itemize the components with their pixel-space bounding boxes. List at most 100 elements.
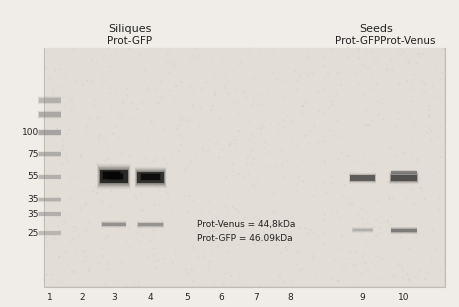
Point [422,276,429,281]
Point [293,87,301,92]
Point [343,154,350,159]
Point [321,76,328,81]
Point [403,79,411,84]
Point [153,155,160,160]
Point [397,47,404,52]
Point [398,150,406,155]
Point [395,81,403,86]
Point [101,171,109,176]
Point [100,80,107,84]
Point [207,251,215,256]
Point [210,283,218,288]
Point [364,123,372,128]
Point [392,180,399,185]
Point [361,123,369,128]
Point [280,118,287,122]
Point [228,188,235,193]
Point [321,212,329,217]
Point [321,242,328,247]
Point [418,186,425,191]
Point [177,116,185,121]
Point [178,118,185,122]
Point [231,99,238,104]
Point [132,196,140,200]
Point [415,269,423,274]
Point [391,211,398,216]
Point [246,152,253,157]
Point [118,151,125,156]
Point [102,267,110,272]
Point [410,123,417,128]
Point [50,92,57,97]
Point [165,196,172,201]
Point [58,107,65,112]
Point [90,189,97,194]
Point [196,123,203,128]
Point [374,81,381,86]
Point [269,279,276,284]
Point [253,180,260,185]
Point [250,98,257,103]
Point [307,227,314,232]
FancyBboxPatch shape [98,167,129,186]
Point [137,239,144,244]
Point [185,117,192,122]
Point [384,180,392,185]
Point [277,251,285,255]
Point [225,269,233,274]
Point [281,95,288,100]
Point [139,174,146,179]
Point [265,283,272,288]
Point [258,238,265,243]
Point [314,234,322,239]
Text: Prot-Venus = 44,8kDa
Prot-GFP = 46.09kDa: Prot-Venus = 44,8kDa Prot-GFP = 46.09kDa [197,220,296,243]
Point [257,92,265,97]
Point [260,165,268,170]
Point [276,273,283,278]
Point [76,234,83,239]
FancyBboxPatch shape [39,231,61,235]
FancyBboxPatch shape [103,172,120,179]
Point [116,135,123,140]
Point [376,276,384,281]
Point [63,156,70,161]
FancyBboxPatch shape [100,170,128,183]
FancyBboxPatch shape [391,228,417,233]
Point [67,196,74,201]
Point [274,131,282,136]
Point [40,218,48,223]
Point [377,225,384,230]
Point [46,261,54,266]
Point [137,151,145,156]
Point [368,49,375,54]
Point [101,136,108,141]
Point [394,51,402,56]
Point [100,76,107,81]
Point [424,270,431,275]
Point [326,164,333,169]
Point [200,255,207,260]
Point [187,84,194,89]
Point [151,259,158,264]
Point [146,238,154,243]
Point [86,266,94,270]
Point [196,209,204,214]
FancyBboxPatch shape [391,171,417,174]
Point [250,76,257,81]
Point [427,138,435,143]
Point [83,131,90,136]
Point [189,103,196,108]
FancyBboxPatch shape [103,171,120,179]
Point [273,243,280,248]
Point [94,115,101,120]
Point [169,261,177,266]
Point [53,99,60,104]
Point [102,157,110,162]
Point [90,103,97,108]
Point [420,51,427,56]
Point [65,99,73,104]
Point [153,183,160,188]
Point [332,180,340,185]
Point [160,126,167,131]
FancyBboxPatch shape [390,174,418,182]
